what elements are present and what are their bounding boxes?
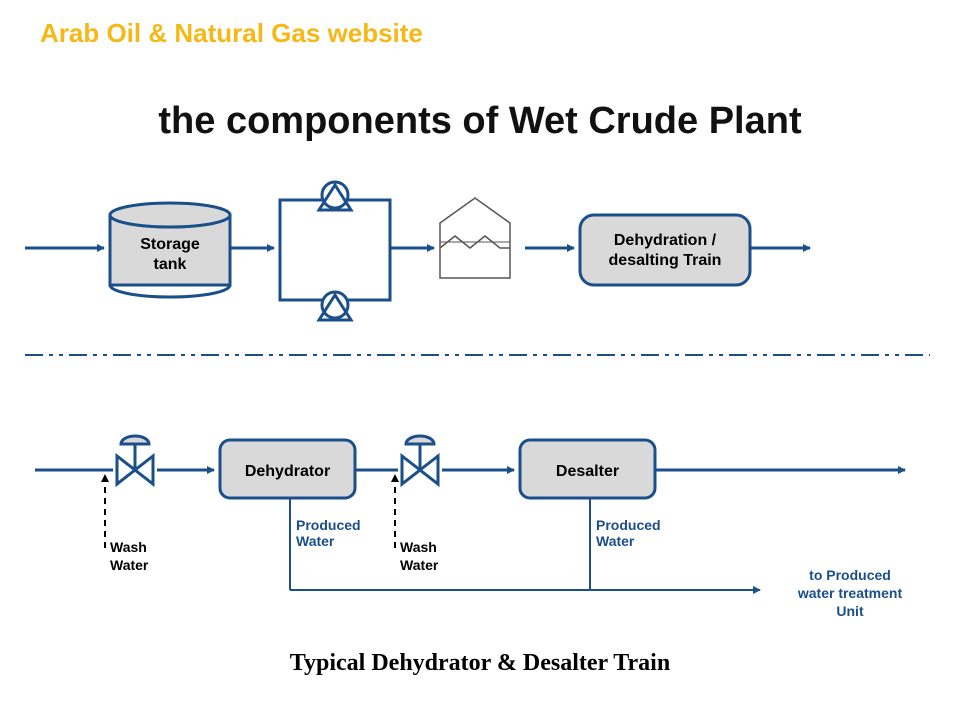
- svg-text:Wash: Wash: [110, 539, 147, 555]
- svg-text:Dehydration /: Dehydration /: [614, 232, 717, 249]
- svg-text:Desalter: Desalter: [556, 463, 619, 480]
- svg-text:Wash: Wash: [400, 539, 437, 555]
- svg-text:water treatment: water treatment: [797, 585, 903, 601]
- svg-text:Unit: Unit: [836, 603, 864, 619]
- svg-text:Produced: Produced: [596, 517, 661, 533]
- svg-text:Water: Water: [596, 533, 635, 549]
- svg-text:Storage: Storage: [140, 236, 200, 253]
- svg-text:Water: Water: [110, 557, 149, 573]
- svg-text:tank: tank: [154, 256, 187, 273]
- svg-text:desalting Train: desalting Train: [609, 252, 722, 269]
- svg-text:to Produced: to Produced: [809, 567, 891, 583]
- svg-text:Produced: Produced: [296, 517, 361, 533]
- svg-text:Water: Water: [400, 557, 439, 573]
- svg-text:Water: Water: [296, 533, 335, 549]
- process-diagram: Storage tank Dehydration / desalting Train D…: [0, 0, 960, 720]
- svg-text:Dehydrator: Dehydrator: [245, 463, 330, 480]
